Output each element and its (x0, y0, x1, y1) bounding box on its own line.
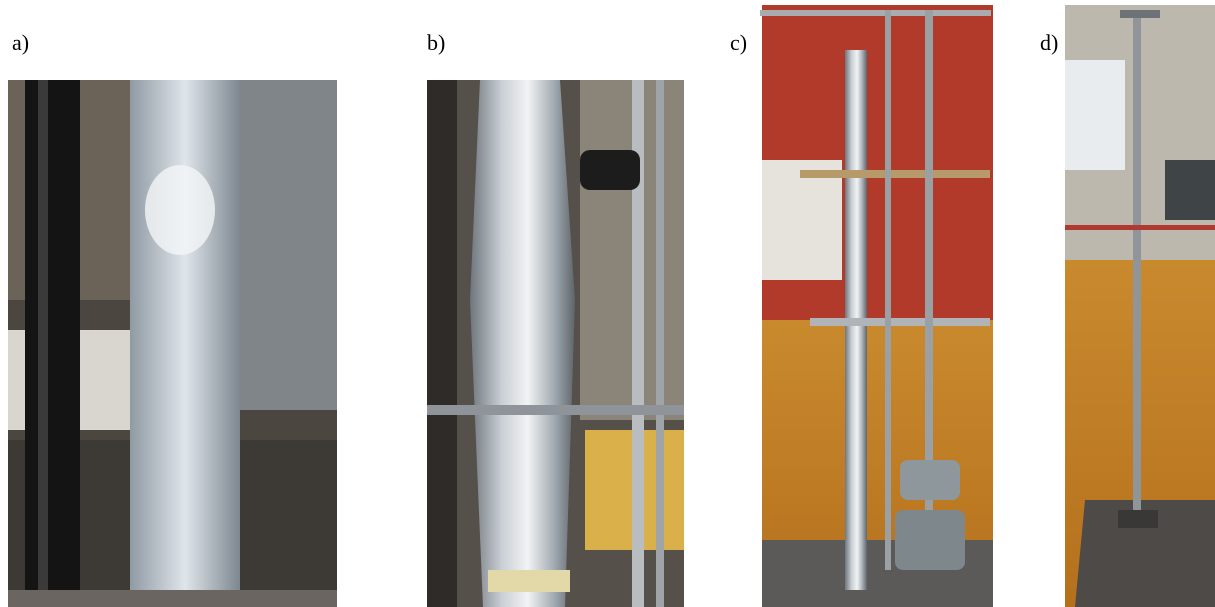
panel-label: a) (12, 30, 29, 55)
photo-a (8, 80, 337, 607)
photo-d (1065, 5, 1215, 607)
panel-label: d) (1040, 30, 1058, 55)
photo-b (427, 80, 684, 607)
photo-c (760, 5, 993, 607)
panel-label: b) (427, 30, 445, 55)
panel-label: c) (730, 30, 747, 55)
